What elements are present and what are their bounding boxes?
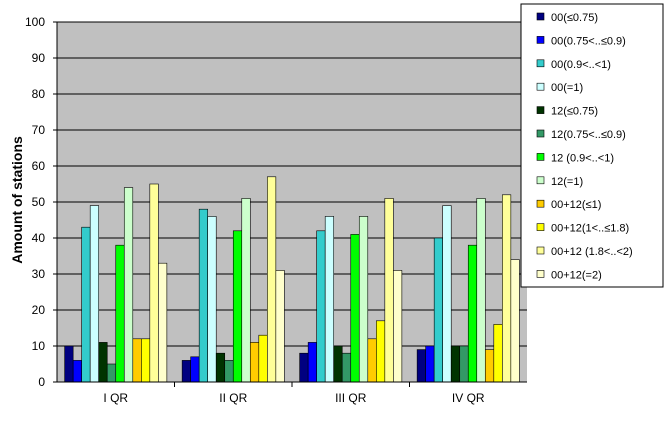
bar (324, 216, 335, 383)
bar (341, 352, 352, 383)
legend-label: 12 (0.9<..<1) (551, 152, 614, 164)
legend-swatch (536, 12, 545, 21)
legend-swatch (536, 199, 545, 208)
y-tick-label: 30 (32, 267, 46, 281)
y-tick-label: 100 (25, 15, 45, 29)
bar (307, 342, 317, 383)
x-tick-label: IV QR (452, 391, 485, 405)
bar (190, 356, 200, 383)
bar (442, 205, 452, 383)
legend-swatch (536, 82, 545, 91)
gridlines (57, 21, 527, 347)
x-tick-label: II QR (219, 391, 247, 405)
legend-swatch (536, 59, 545, 68)
bar (81, 226, 91, 383)
legend-swatch (536, 270, 545, 278)
bar (267, 176, 277, 383)
bar (367, 338, 377, 383)
y-axis-label: Amount of stations (9, 136, 25, 264)
x-tick-label: III QR (335, 391, 367, 405)
bar (141, 338, 151, 383)
bar (459, 345, 469, 383)
legend-label: 00(≤0.75) (551, 12, 598, 24)
bar (64, 345, 74, 383)
legend-swatch (536, 106, 545, 114)
legend-swatch (536, 176, 545, 185)
legend-swatch (536, 223, 545, 231)
y-tick-label: 90 (32, 51, 46, 65)
bar (316, 230, 326, 383)
y-tick-label: 0 (38, 375, 45, 389)
legend-label: 00+12(≤1) (551, 199, 601, 211)
legend-label: 12(0.75<..≤0.9) (551, 129, 626, 141)
legend-label: 12(≤0.75) (551, 106, 598, 118)
bar (207, 216, 217, 383)
legend-label: 12(=1) (551, 176, 583, 188)
x-tick-labels: I QR II QR III QR IV QR (103, 391, 485, 405)
bar (493, 324, 503, 383)
legend-label: 00(0.9<..<1) (551, 59, 611, 71)
bar (215, 352, 226, 383)
bar (72, 360, 82, 383)
bar (333, 345, 343, 383)
bar (158, 262, 168, 383)
bar (350, 234, 360, 383)
bar (476, 198, 486, 383)
bar (467, 244, 478, 383)
legend-label: 00(=1) (551, 82, 583, 94)
bar (416, 349, 426, 383)
legend-label: 00+12(1<..≤1.8) (551, 223, 629, 235)
bar (258, 334, 268, 383)
bar (241, 198, 251, 383)
bar (89, 205, 100, 383)
legend-swatch (536, 129, 545, 138)
bar (393, 270, 403, 383)
bars (64, 176, 520, 383)
bar (384, 198, 394, 383)
bar (376, 320, 386, 383)
bar (358, 216, 369, 383)
legend-swatch (536, 246, 545, 255)
bar (502, 194, 512, 383)
y-tick-labels: 0 10 20 30 40 50 60 70 80 90 100 (25, 15, 45, 389)
bar (224, 360, 234, 383)
bar (115, 244, 125, 383)
bar (198, 208, 208, 383)
bar (484, 349, 495, 383)
bar (106, 363, 117, 383)
bar (249, 342, 260, 383)
y-tick-label: 80 (32, 87, 46, 101)
bar (450, 345, 461, 383)
bar (232, 230, 243, 383)
legend-swatch (536, 36, 545, 44)
bar (275, 270, 285, 383)
axes (53, 21, 527, 387)
bar (98, 342, 108, 383)
legend-box (520, 3, 664, 288)
legend-label: 00(0.75<..≤0.9) (551, 35, 626, 47)
bar (425, 345, 435, 383)
bar (510, 259, 520, 383)
bar (123, 187, 134, 383)
y-tick-label: 70 (32, 123, 46, 137)
y-tick-label: 50 (32, 195, 46, 209)
legend-label: 00+12 (1.8<..<2) (551, 246, 633, 258)
bar (181, 360, 191, 383)
y-tick-label: 20 (32, 303, 46, 317)
bar (299, 352, 309, 383)
bar (132, 338, 142, 383)
bar (149, 183, 159, 383)
legend-label: 00+12(=2) (551, 269, 602, 281)
legend-swatch (536, 153, 545, 161)
bar (433, 237, 443, 383)
x-tick-label: I QR (103, 391, 128, 405)
y-tick-label: 10 (32, 339, 46, 353)
y-tick-label: 40 (32, 231, 46, 245)
legend: 00(≤0.75) 00(0.75<..≤0.9) 00(0.9<..<1) 00(=… (520, 3, 664, 288)
y-tick-label: 60 (32, 159, 46, 173)
